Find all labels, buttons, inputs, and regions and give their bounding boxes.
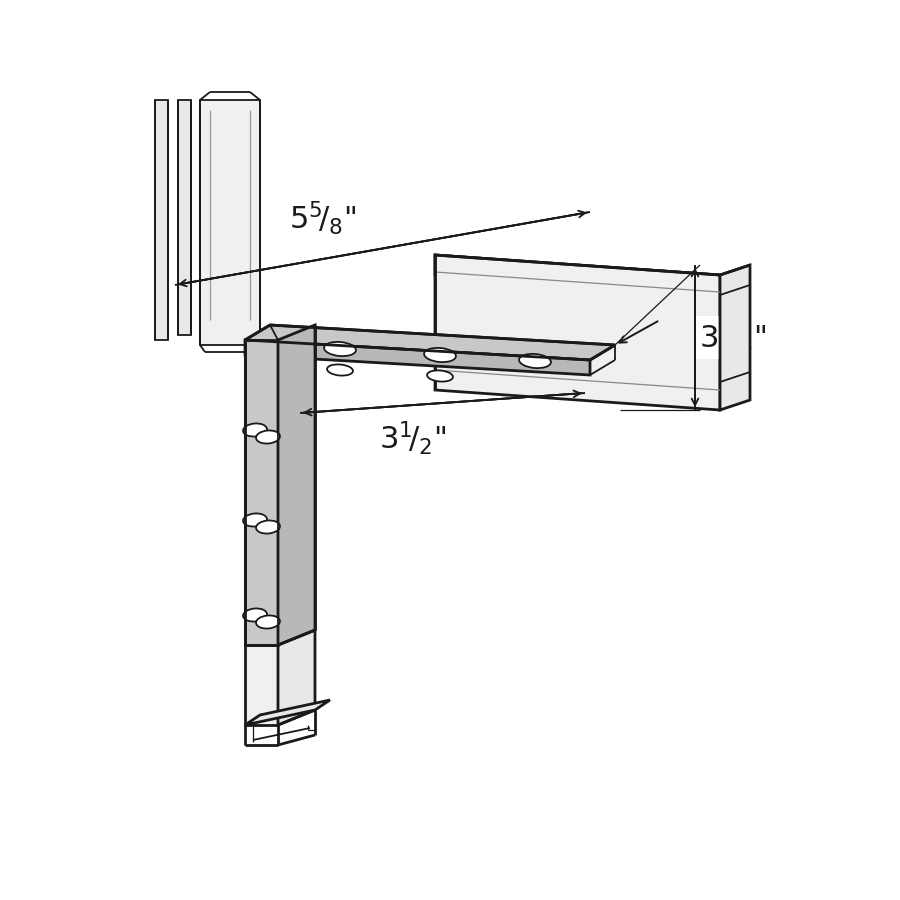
Polygon shape <box>245 340 278 645</box>
Polygon shape <box>435 255 720 410</box>
Ellipse shape <box>424 348 456 362</box>
Polygon shape <box>245 340 590 375</box>
Polygon shape <box>200 100 260 345</box>
Ellipse shape <box>243 513 267 526</box>
Ellipse shape <box>427 371 453 382</box>
Polygon shape <box>245 700 330 725</box>
Polygon shape <box>278 325 315 645</box>
Ellipse shape <box>243 423 267 436</box>
Polygon shape <box>245 645 278 725</box>
Ellipse shape <box>256 430 280 444</box>
Text: 3$\mathregular{^{1}\!/_{2}}$": 3$\mathregular{^{1}\!/_{2}}$" <box>379 419 446 457</box>
Ellipse shape <box>256 616 280 628</box>
Polygon shape <box>435 255 720 295</box>
Polygon shape <box>155 100 168 340</box>
Polygon shape <box>178 100 191 335</box>
Ellipse shape <box>256 520 280 534</box>
Ellipse shape <box>519 354 551 368</box>
Polygon shape <box>720 265 750 410</box>
Ellipse shape <box>327 364 353 375</box>
Polygon shape <box>245 325 615 360</box>
Ellipse shape <box>243 608 267 622</box>
Ellipse shape <box>324 342 356 356</box>
Polygon shape <box>278 630 315 725</box>
Text: 3$\mathregular{^{7}\!/_{8}}$": 3$\mathregular{^{7}\!/_{8}}$" <box>699 319 767 356</box>
Text: 5$\mathregular{^{5}\!/_{8}}$": 5$\mathregular{^{5}\!/_{8}}$" <box>289 200 356 238</box>
